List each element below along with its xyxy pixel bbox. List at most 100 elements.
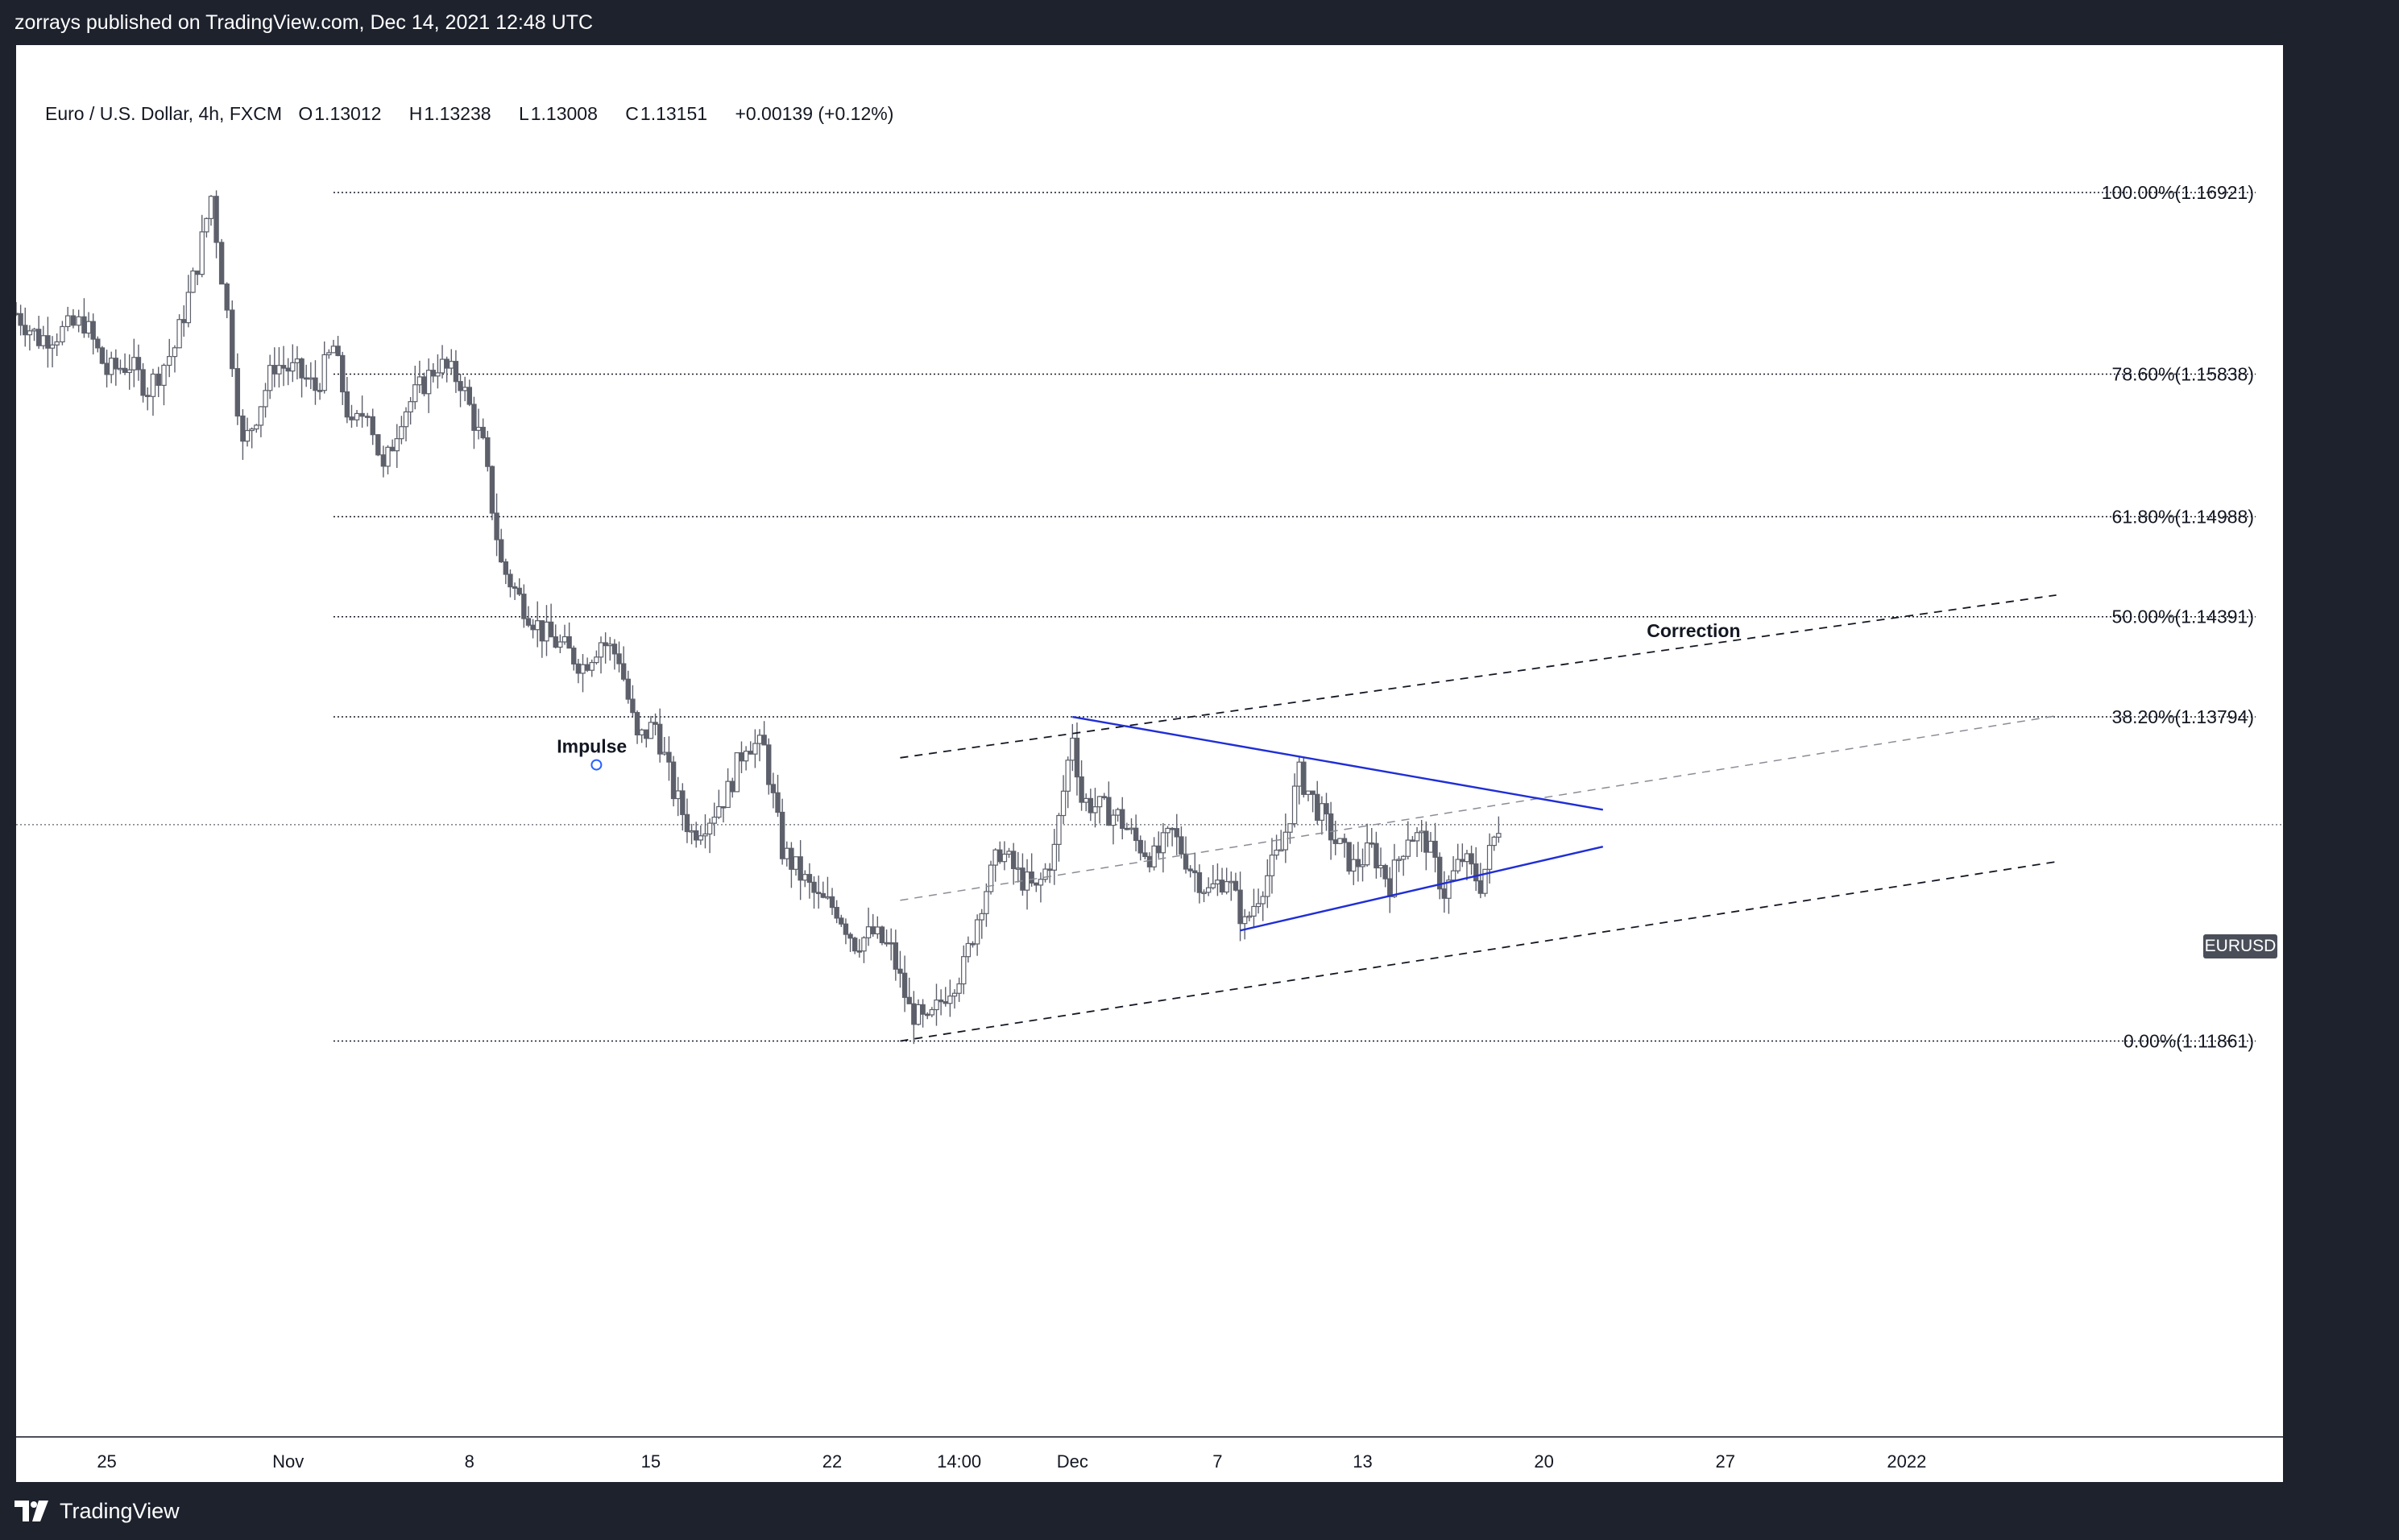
candle-body <box>354 412 360 420</box>
candle-body <box>299 358 305 379</box>
candle-body <box>1056 814 1062 845</box>
candle-body <box>389 446 396 452</box>
publish-bar: zorrays published on TradingView.com, De… <box>0 0 2399 45</box>
candle-body <box>213 196 219 243</box>
candle-body <box>997 849 1003 863</box>
candle-body <box>224 284 230 311</box>
candle-body <box>439 358 445 374</box>
fib-level-label: 50.00%(1.14391) <box>2112 606 2254 627</box>
candle-body <box>416 376 423 386</box>
candle-body <box>897 968 903 974</box>
candle-body <box>1110 814 1117 826</box>
candle-body <box>1396 859 1402 861</box>
candle-body <box>530 624 536 631</box>
candle-body <box>199 231 205 275</box>
candle-body <box>1165 827 1170 834</box>
candle-body <box>879 926 885 943</box>
candle-body <box>344 391 350 418</box>
candle-body <box>603 642 608 647</box>
candle-body <box>820 892 826 898</box>
candle-body <box>1006 851 1012 855</box>
candle-body <box>234 368 241 417</box>
candle-body <box>435 372 441 377</box>
candle-body <box>829 896 835 909</box>
candle-body <box>280 365 287 369</box>
time-axis-label: 13 <box>1353 1451 1372 1472</box>
candle-body <box>711 816 717 824</box>
candle-body <box>607 644 613 647</box>
candle-body <box>18 313 23 326</box>
candle-body <box>471 404 477 431</box>
candle-body <box>1374 842 1379 869</box>
candle-body <box>1269 855 1275 876</box>
candle-body <box>516 587 522 595</box>
candle-body <box>1192 870 1198 874</box>
candle-body <box>54 341 60 346</box>
candle-body <box>1315 793 1320 821</box>
candle-body <box>616 653 622 664</box>
candle-body <box>1079 776 1084 803</box>
candle-body <box>503 561 509 575</box>
candle-body <box>1065 760 1071 792</box>
candle-body <box>839 917 844 925</box>
candle-body <box>76 316 81 326</box>
candle-body <box>230 309 235 370</box>
candle-body <box>1060 790 1067 817</box>
chart-area[interactable]: 100.00%(1.16921) 78.60%(1.15838) 61.80%(1.… <box>16 45 2283 1482</box>
candle-body <box>240 415 246 442</box>
candle-body <box>1034 882 1039 886</box>
candle-body <box>851 938 858 952</box>
candle-body <box>385 446 391 467</box>
candle-body <box>521 594 527 619</box>
candle-body <box>359 412 365 417</box>
candle-body <box>1215 880 1220 884</box>
candle-body <box>1460 859 1465 863</box>
candle-body <box>825 896 831 899</box>
candle-body <box>815 892 822 895</box>
candle-body <box>118 367 123 371</box>
candle-body <box>176 319 182 349</box>
candle-body <box>1074 737 1080 778</box>
candle-body <box>634 712 640 736</box>
candle-body <box>1301 761 1307 795</box>
candle-body <box>218 242 225 285</box>
candle-body <box>802 874 808 881</box>
candle-body <box>1233 880 1239 891</box>
candle-body <box>1187 868 1193 871</box>
time-axis-label: Nov <box>272 1451 304 1472</box>
tradingview-logo-icon <box>15 1501 48 1521</box>
tradingview-logo[interactable]: TradingView <box>15 1497 180 1526</box>
candle-body <box>561 635 568 643</box>
time-axis-label: 27 <box>1716 1451 1735 1472</box>
candle-body <box>625 678 631 700</box>
candle-body <box>716 805 722 818</box>
candle-body <box>449 361 454 369</box>
candle-body <box>974 919 980 945</box>
legend-open-key: O <box>298 103 313 124</box>
candle-body <box>1015 867 1021 870</box>
footer-bar: TradingView <box>0 1482 2399 1540</box>
candlestick-chart[interactable]: 100.00%(1.16921) 78.60%(1.15838) 61.80%(1.… <box>16 45 2283 1482</box>
candle-body <box>1196 871 1203 893</box>
candle-body <box>984 891 989 914</box>
candle-body <box>653 722 658 725</box>
candle-body <box>167 356 172 366</box>
legend-title: Euro / U.S. Dollar, 4h, FXCM <box>45 103 282 124</box>
candle-body <box>965 942 972 958</box>
channel-middle-line <box>900 715 2057 901</box>
candle-body <box>911 1003 917 1025</box>
candle-body <box>834 907 839 919</box>
candle-body <box>639 729 644 736</box>
fib-level-label: 100.00%(1.16921) <box>2102 182 2254 203</box>
time-axis-label: 20 <box>1534 1451 1553 1472</box>
candle-body <box>1341 838 1348 843</box>
candle-body <box>1246 915 1253 918</box>
candle-body <box>444 358 450 369</box>
candle-body <box>1001 853 1008 863</box>
candle-body <box>1210 883 1216 888</box>
candle-body <box>934 1000 939 1011</box>
candle-body <box>889 942 894 945</box>
candle-body <box>779 811 785 859</box>
candle-body <box>466 387 473 405</box>
candle-body <box>689 830 694 833</box>
